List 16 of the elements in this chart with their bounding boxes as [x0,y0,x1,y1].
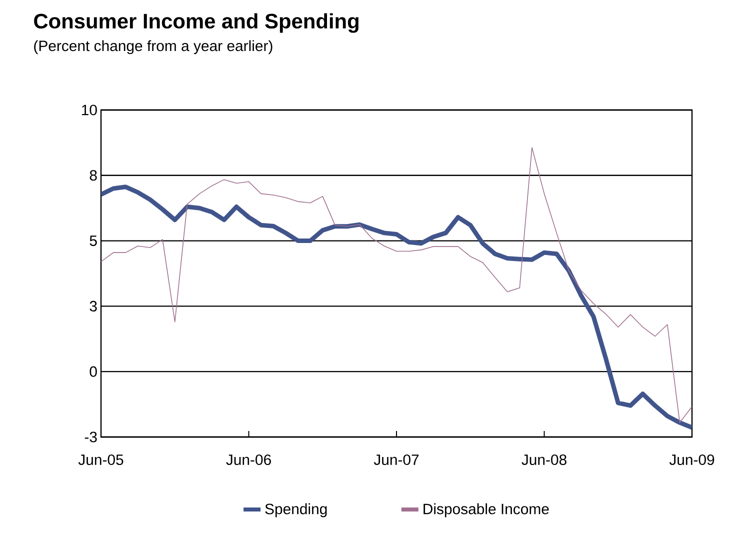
chart-title: Consumer Income and Spending [34,13,358,33]
x-tick-label: Jun-05 [78,454,124,466]
x-tick-label: Jun-06 [226,454,271,466]
x-tick-label: Jun-07 [374,454,419,466]
y-tick-label: 3 [90,300,97,312]
line-series [101,184,692,430]
chart-subtitle: (Percent change from a year earlier) [34,40,272,54]
legend-label: Disposable Income [424,503,549,518]
y-tick-label: 0 [90,366,97,377]
y-tick-label: 8 [90,170,97,181]
y-tick-label: -3 [84,432,97,442]
x-tick-label: Jun-08 [522,454,566,466]
legend-label: Spending [265,503,327,518]
y-tick-label: 10 [82,104,97,116]
y-tick-label: 5 [90,236,97,246]
x-tick-label: Jun-09 [669,454,714,466]
